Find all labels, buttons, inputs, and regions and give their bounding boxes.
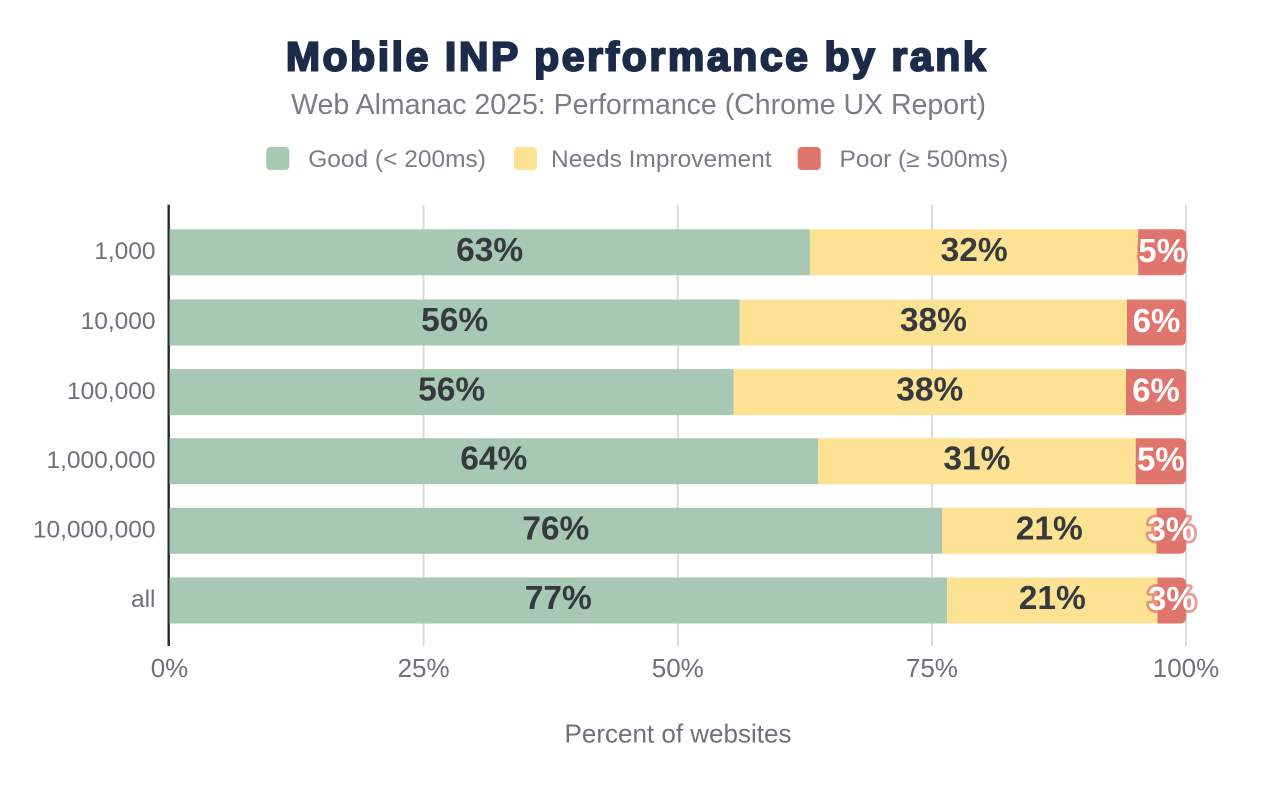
svg-text:Good (< 200ms): Good (< 200ms) [308,146,486,173]
svg-text:5%: 5% [1138,232,1186,269]
svg-text:38%: 38% [896,372,963,409]
svg-text:56%: 56% [421,302,488,339]
svg-text:5%: 5% [1137,441,1185,478]
svg-text:Poor (≥ 500ms): Poor (≥ 500ms) [840,146,1009,173]
svg-text:31%: 31% [943,441,1010,478]
svg-text:75%: 75% [906,653,958,683]
svg-text:56%: 56% [418,372,485,409]
svg-text:Mobile INP performance by rank: Mobile INP performance by rank [286,34,988,80]
svg-text:10,000: 10,000 [81,308,156,335]
svg-text:100,000: 100,000 [67,378,156,405]
svg-text:77%: 77% [525,580,592,617]
svg-text:Web Almanac 2025: Performance: Web Almanac 2025: Performance (Chrome UX… [291,89,986,121]
svg-text:50%: 50% [652,653,704,683]
svg-text:100%: 100% [1153,653,1220,683]
svg-text:21%: 21% [1016,510,1083,547]
svg-text:76%: 76% [522,510,589,547]
svg-text:Percent of websites: Percent of websites [565,719,792,749]
svg-text:25%: 25% [398,653,450,683]
svg-text:64%: 64% [460,441,527,478]
svg-text:10,000,000: 10,000,000 [33,517,156,544]
svg-text:1,000: 1,000 [94,238,155,265]
svg-text:3%: 3% [1148,580,1196,617]
svg-text:6%: 6% [1133,302,1181,339]
svg-text:6%: 6% [1132,372,1180,409]
svg-text:63%: 63% [456,232,523,269]
svg-text:3%: 3% [1147,510,1195,547]
svg-text:Needs Improvement: Needs Improvement [551,146,772,173]
svg-text:all: all [131,586,156,613]
svg-text:21%: 21% [1019,580,1086,617]
svg-text:38%: 38% [900,302,967,339]
svg-text:0%: 0% [151,653,189,683]
svg-text:1,000,000: 1,000,000 [47,447,156,474]
svg-text:32%: 32% [941,232,1008,269]
